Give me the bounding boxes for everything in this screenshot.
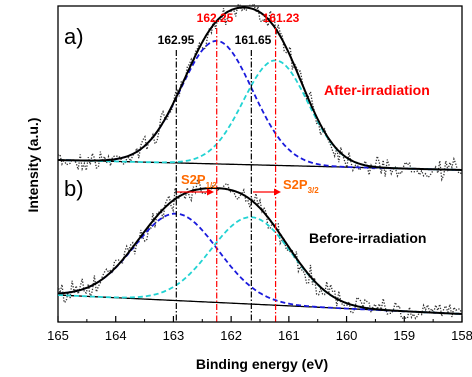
before-irradiation-label: Before-irradiation	[309, 230, 426, 246]
s2p12-label-main: S2P	[181, 172, 206, 187]
curves-layer	[57, 2, 463, 320]
s2p32-label-sub: 3/2	[308, 186, 320, 195]
x-tick-label: 158	[451, 328, 472, 343]
peak-label-162-25: 162.25	[197, 11, 234, 25]
x-tick-label: 163	[163, 328, 185, 343]
reference-lines-layer	[175, 28, 277, 322]
y-axis-title: Intensity (a.u.)	[25, 118, 41, 213]
component-2-series	[58, 59, 462, 171]
fit-envelope-series	[58, 6, 462, 171]
plot-frame	[57, 5, 463, 323]
peak-label-162-95: 162.95	[158, 33, 195, 47]
s2p12-label: S2P1/2	[181, 172, 217, 190]
component-1-series	[58, 39, 462, 171]
panel-label-a: a)	[64, 24, 84, 49]
x-tick-label: 165	[47, 328, 69, 343]
peak-label-161-23: 161.23	[263, 11, 300, 25]
shift-arrow-s2p12-head	[207, 188, 214, 196]
x-tick-label: 161	[278, 328, 300, 343]
shift-arrow-s2p32-head	[274, 188, 281, 196]
peak-label-161-65: 161.65	[235, 33, 272, 47]
x-tick-label: 164	[105, 328, 127, 343]
x-axis-title: Binding energy (eV)	[196, 356, 328, 372]
panel-label-b: b)	[64, 176, 84, 201]
after-irradiation-label: After-irradiation	[324, 82, 430, 98]
s2p32-label: S2P3/2	[283, 177, 319, 195]
fit-envelope-series	[57, 187, 463, 315]
raw-data-series	[57, 179, 463, 320]
s2p32-label-main: S2P	[283, 177, 308, 192]
x-tick-label: 160	[336, 328, 358, 343]
x-ticks-layer: 165 164 163 162 161 160 159 158	[47, 316, 472, 343]
x-tick-label: 162	[220, 328, 242, 343]
x-tick-label: 159	[393, 328, 415, 343]
s2p12-label-sub: 1/2	[206, 181, 218, 190]
